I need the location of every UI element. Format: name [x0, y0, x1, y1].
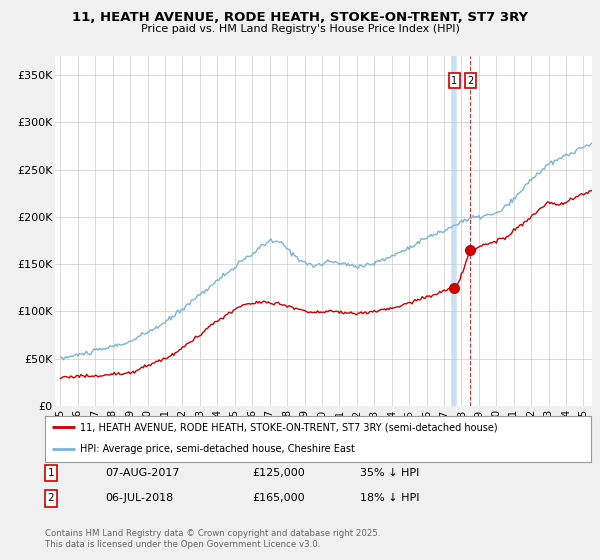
Text: 18% ↓ HPI: 18% ↓ HPI [360, 493, 419, 503]
Text: 06-JUL-2018: 06-JUL-2018 [105, 493, 173, 503]
Text: 2: 2 [47, 493, 55, 503]
Text: 11, HEATH AVENUE, RODE HEATH, STOKE-ON-TRENT, ST7 3RY: 11, HEATH AVENUE, RODE HEATH, STOKE-ON-T… [72, 11, 528, 24]
Text: £165,000: £165,000 [252, 493, 305, 503]
Text: 11, HEATH AVENUE, RODE HEATH, STOKE-ON-TRENT, ST7 3RY (semi-detached house): 11, HEATH AVENUE, RODE HEATH, STOKE-ON-T… [80, 422, 498, 432]
Text: £125,000: £125,000 [252, 468, 305, 478]
Text: HPI: Average price, semi-detached house, Cheshire East: HPI: Average price, semi-detached house,… [80, 444, 355, 454]
Text: 07-AUG-2017: 07-AUG-2017 [105, 468, 179, 478]
Text: 35% ↓ HPI: 35% ↓ HPI [360, 468, 419, 478]
Text: 1: 1 [47, 468, 55, 478]
Text: Price paid vs. HM Land Registry's House Price Index (HPI): Price paid vs. HM Land Registry's House … [140, 24, 460, 34]
Text: 1: 1 [451, 76, 457, 86]
Text: Contains HM Land Registry data © Crown copyright and database right 2025.
This d: Contains HM Land Registry data © Crown c… [45, 529, 380, 549]
Text: 2: 2 [467, 76, 473, 86]
